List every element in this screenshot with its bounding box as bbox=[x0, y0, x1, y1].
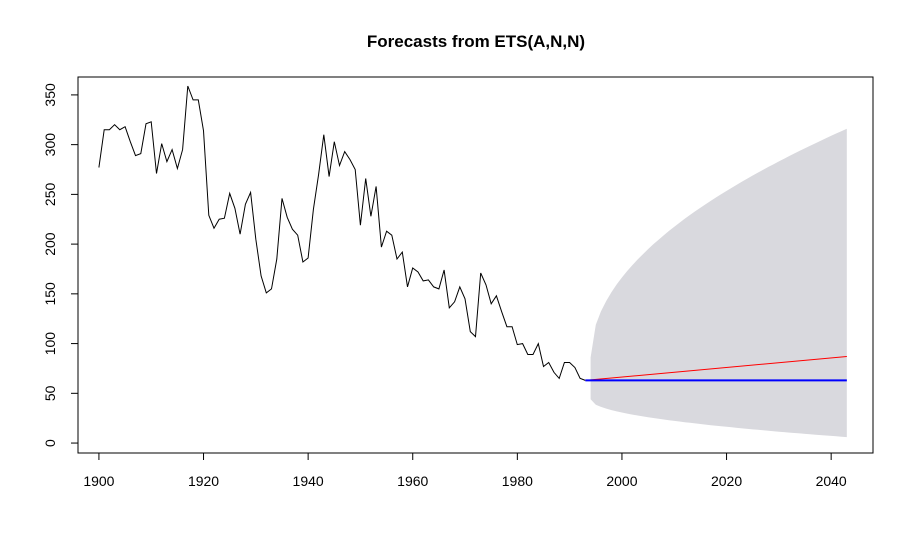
observed-series-line bbox=[98, 85, 586, 381]
x-tick-label: 1980 bbox=[502, 473, 533, 489]
series-layer bbox=[98, 85, 847, 382]
x-tick-label: 2040 bbox=[816, 473, 847, 489]
y-axis: 0 50 100 150 200 250 300 350 bbox=[42, 83, 79, 447]
x-axis: 1900 1920 1940 1960 1980 2000 2020 2040 bbox=[83, 452, 847, 489]
y-tick-label: 150 bbox=[42, 282, 58, 306]
y-tick-label: 0 bbox=[42, 439, 58, 447]
y-tick-label: 350 bbox=[42, 83, 58, 107]
prediction-interval-layer bbox=[590, 128, 847, 438]
x-tick-label: 1960 bbox=[397, 473, 428, 489]
y-tick-label: 300 bbox=[42, 133, 58, 157]
y-tick-label: 200 bbox=[42, 232, 58, 256]
x-tick-label: 1920 bbox=[188, 473, 219, 489]
prediction-interval-band bbox=[590, 128, 847, 438]
y-tick-label: 250 bbox=[42, 182, 58, 206]
trend-line bbox=[585, 356, 847, 381]
chart-title: Forecasts from ETS(A,N,N) bbox=[367, 32, 585, 51]
y-tick-label: 100 bbox=[42, 332, 58, 356]
x-tick-label: 2020 bbox=[711, 473, 742, 489]
x-tick-label: 2000 bbox=[606, 473, 637, 489]
y-tick-label: 50 bbox=[42, 385, 58, 401]
x-tick-label: 1900 bbox=[83, 473, 114, 489]
x-tick-label: 1940 bbox=[293, 473, 324, 489]
